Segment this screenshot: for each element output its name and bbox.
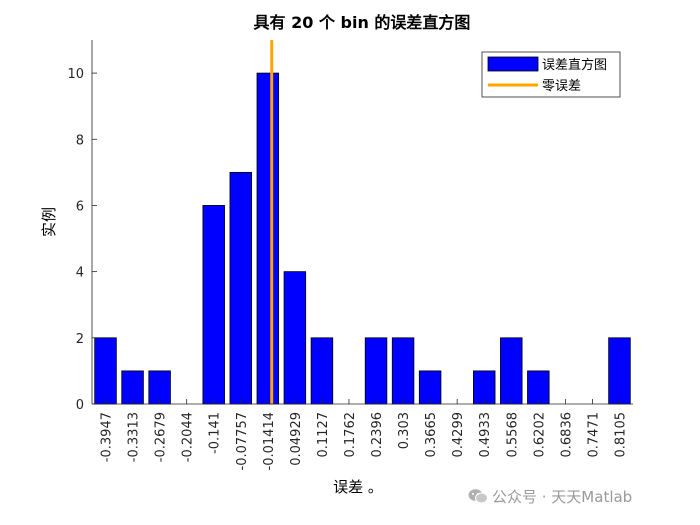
x-tick-label: 0.8105 xyxy=(613,412,628,458)
x-ticks-group: -0.3947 -0.3313 -0.2679 -0.2044 -0.141 -0.077… xyxy=(100,399,628,470)
x-tick-label: -0.141 xyxy=(208,412,223,454)
x-axis-label: 误差 。 xyxy=(333,478,383,496)
bar xyxy=(202,205,225,405)
legend: 误差直方图 零误差 xyxy=(481,51,621,98)
wechat-icon xyxy=(468,489,488,504)
bars-group xyxy=(94,72,631,405)
x-tick-label: 0.2396 xyxy=(370,412,385,458)
bar xyxy=(310,337,334,405)
bar xyxy=(283,271,307,405)
bar xyxy=(500,337,523,405)
x-tick-label: 0.4933 xyxy=(478,412,493,458)
x-tick-label: 0.6202 xyxy=(532,412,547,458)
y-tick-label: 4 xyxy=(76,266,84,281)
watermark-text: 公众号 · 天天Matlab xyxy=(492,488,633,506)
bar xyxy=(608,337,631,405)
watermark: 公众号 · 天天Matlab xyxy=(468,486,632,507)
legend-swatch-histogram xyxy=(487,56,539,72)
x-tick-label: 0.4299 xyxy=(451,412,466,458)
x-tick-label: 0.5568 xyxy=(505,412,520,458)
x-tick-label: 0.04929 xyxy=(289,412,304,466)
bar xyxy=(94,337,117,405)
y-axis-label: 实例 xyxy=(40,207,58,237)
x-tick-label: 0.303 xyxy=(397,412,412,449)
legend-label-histogram: 误差直方图 xyxy=(542,57,607,73)
y-ticks-group: 0 2 4 6 8 10 xyxy=(67,67,97,413)
x-tick-label: -0.07757 xyxy=(235,412,250,470)
x-tick-label: -0.2044 xyxy=(181,412,196,462)
x-tick-label: -0.3313 xyxy=(127,412,142,462)
x-tick-label: 0.1127 xyxy=(316,412,331,458)
x-tick-label: 0.1762 xyxy=(343,412,358,458)
x-tick-label: -0.2679 xyxy=(154,412,169,462)
legend-label-zero-line: 零误差 xyxy=(542,79,581,94)
y-tick-label: 10 xyxy=(67,67,84,82)
y-tick-label: 0 xyxy=(76,398,84,413)
axes-group xyxy=(91,40,633,405)
x-tick-label: -0.3947 xyxy=(100,412,115,462)
bar xyxy=(256,72,280,405)
x-tick-label: 0.3665 xyxy=(424,412,439,458)
y-tick-label: 6 xyxy=(76,199,84,214)
bar xyxy=(229,171,252,405)
chart-title: 具有 20 个 bin 的误差直方图 xyxy=(254,13,471,32)
x-tick-label: -0.01414 xyxy=(262,412,277,470)
x-tick-label: 0.6836 xyxy=(559,412,574,458)
bar xyxy=(391,337,415,405)
x-tick-label: 0.7471 xyxy=(586,412,601,458)
y-tick-label: 8 xyxy=(76,133,84,148)
y-tick-label: 2 xyxy=(76,332,84,347)
bar xyxy=(364,337,388,405)
